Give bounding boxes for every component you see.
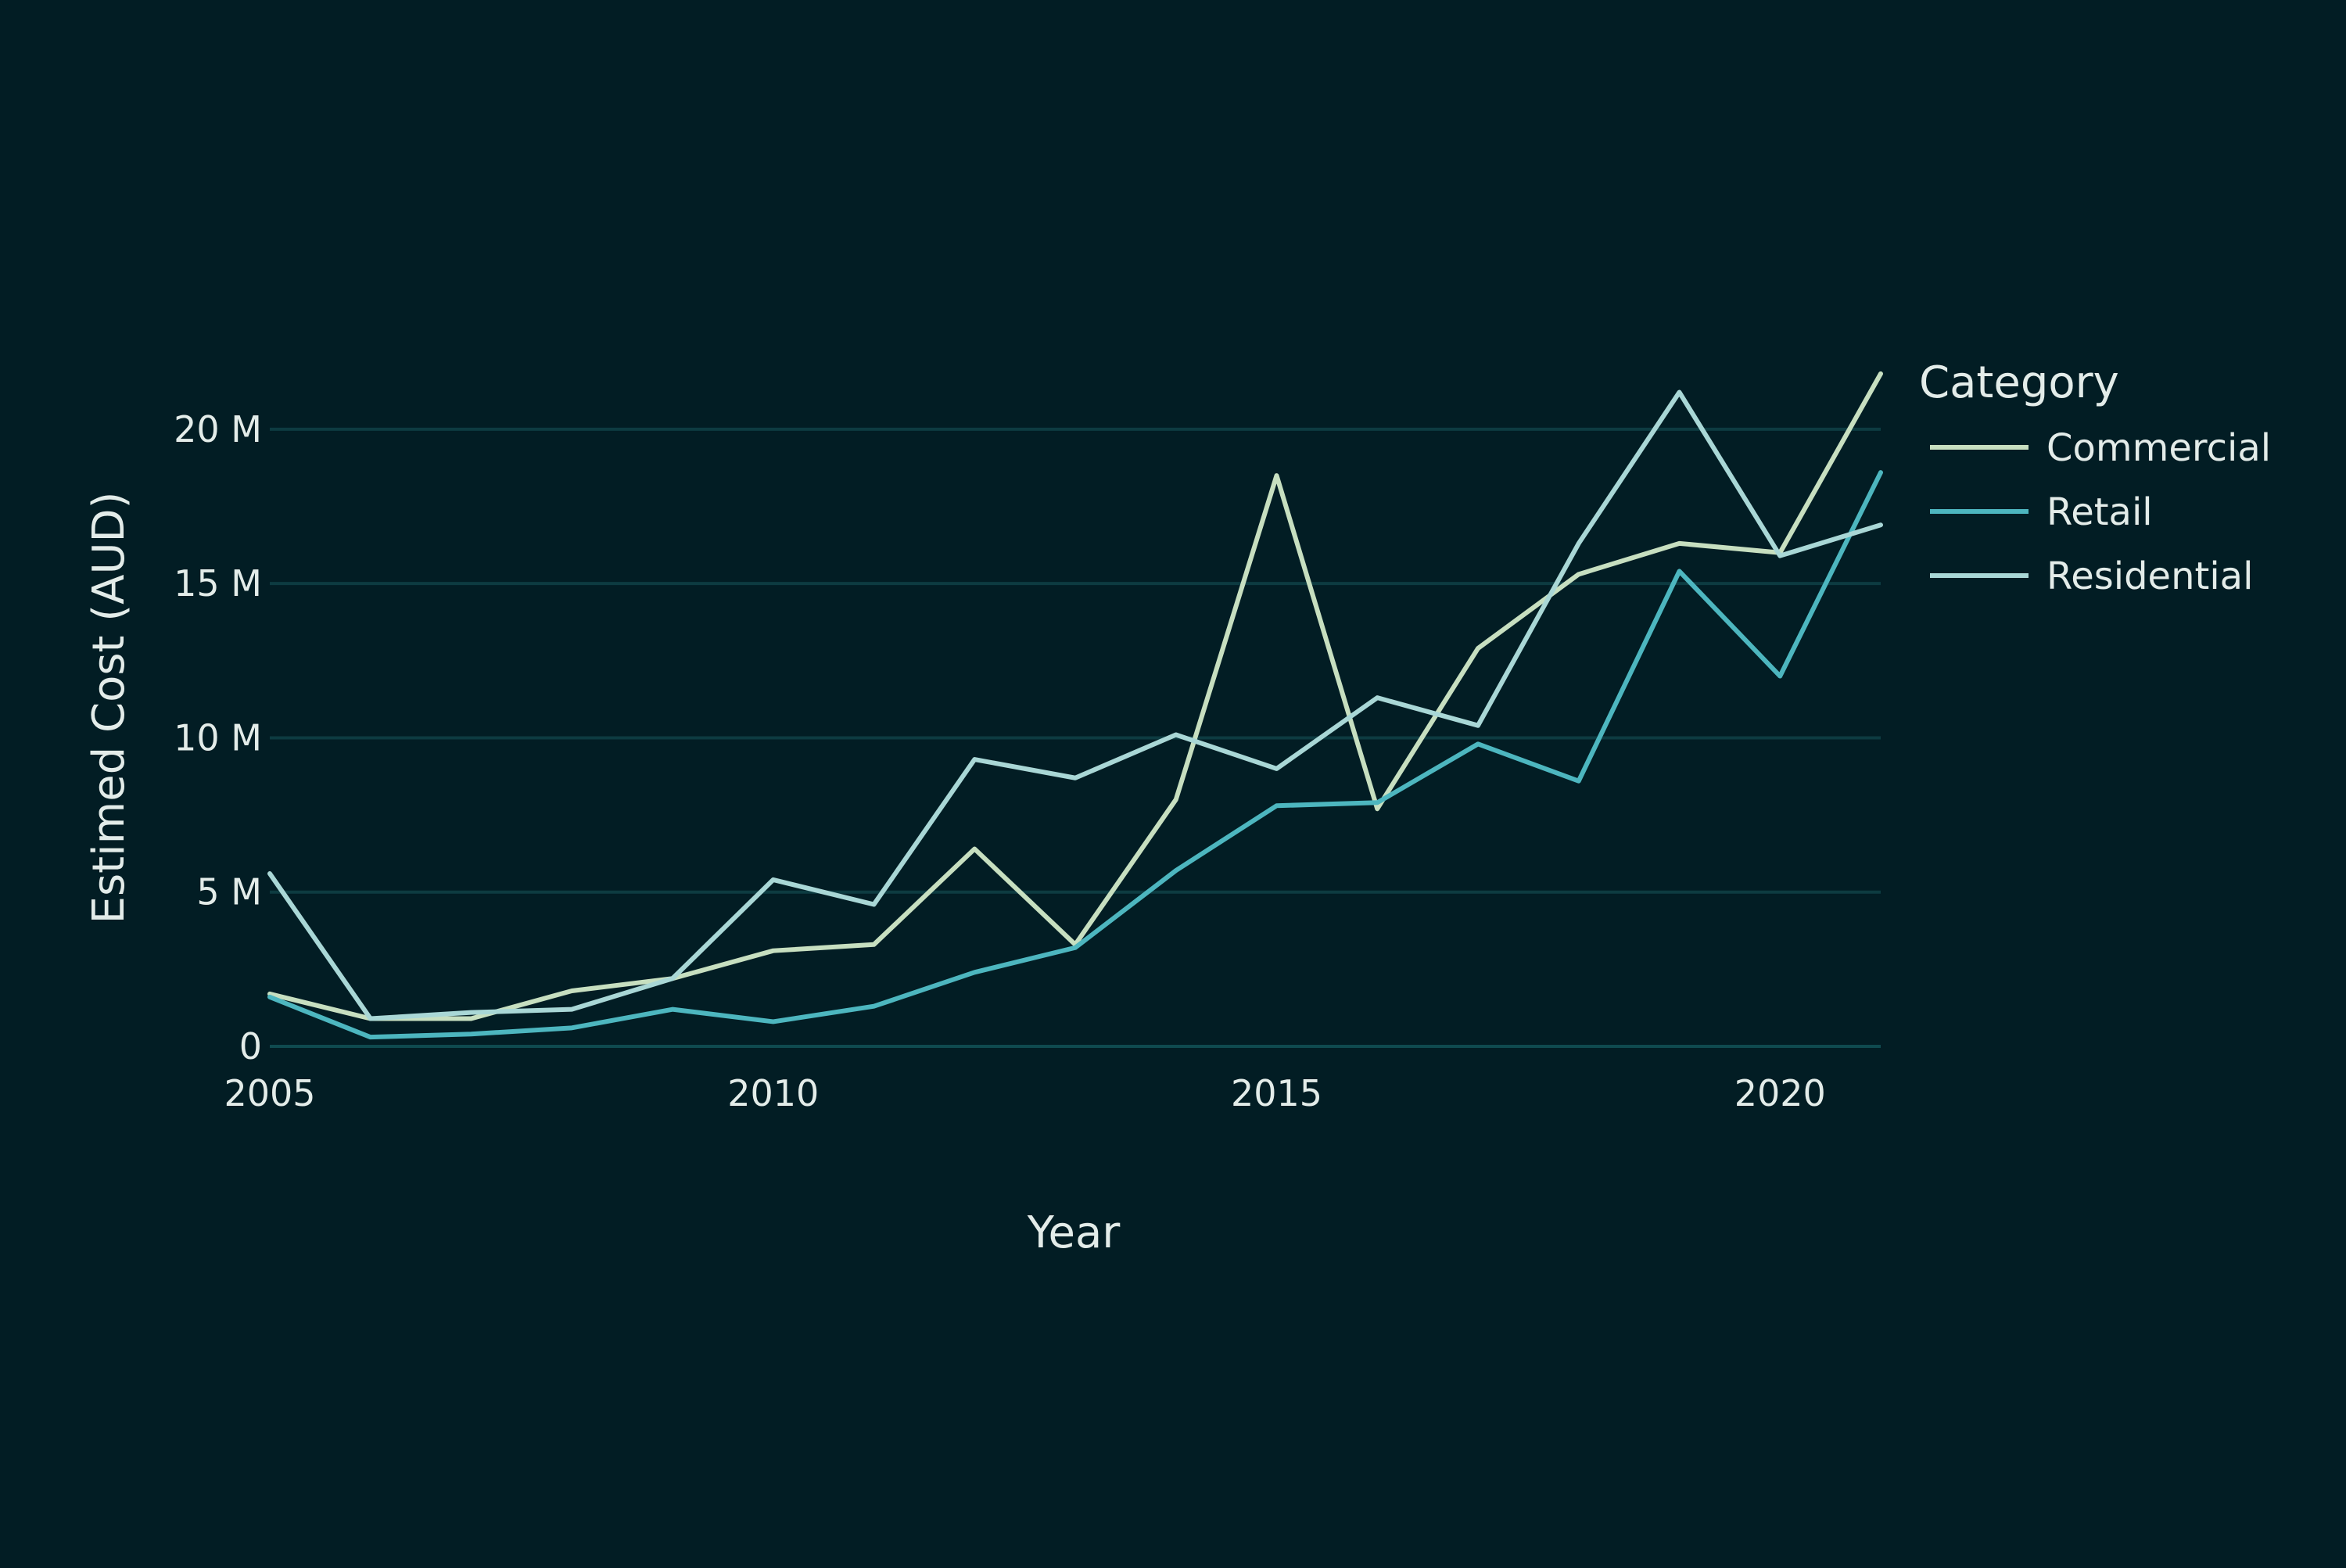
x-tick-label: 2005 xyxy=(224,1072,315,1114)
series-line-retail[interactable] xyxy=(267,470,1883,1040)
series-line-residential[interactable] xyxy=(267,389,1883,1021)
x-tick-label: 2010 xyxy=(727,1072,819,1114)
legend[interactable]: Category Commercial Retail Residential xyxy=(1919,357,2271,598)
gridlines xyxy=(270,427,1881,1048)
x-axis-ticks: 2005 2010 2015 2020 xyxy=(224,1072,1825,1114)
legend-label: Commercial xyxy=(2046,426,2271,470)
y-tick-label: 10 M xyxy=(174,716,262,759)
series-line-commercial[interactable] xyxy=(267,371,1883,1021)
y-tick-label: 0 xyxy=(239,1025,262,1067)
x-axis-title: Year xyxy=(1027,1207,1121,1258)
legend-title: Category xyxy=(1919,357,2119,408)
y-tick-label: 20 M xyxy=(174,408,262,450)
legend-item-retail[interactable]: Retail xyxy=(1930,490,2153,534)
legend-items[interactable]: Commercial Retail Residential xyxy=(1930,426,2271,598)
y-axis-title: Estimed Cost (AUD) xyxy=(84,492,135,924)
y-tick-label: 5 M xyxy=(196,871,262,913)
x-tick-label: 2020 xyxy=(1734,1072,1826,1114)
legend-label: Retail xyxy=(2046,490,2153,534)
legend-label: Residential xyxy=(2046,554,2253,598)
y-axis-ticks: 0 5 M 10 M 15 M 20 M xyxy=(174,408,262,1067)
legend-item-residential[interactable]: Residential xyxy=(1930,554,2253,598)
x-tick-label: 2015 xyxy=(1231,1072,1322,1114)
series-lines xyxy=(267,371,1883,1040)
legend-item-commercial[interactable]: Commercial xyxy=(1930,426,2271,470)
y-tick-label: 15 M xyxy=(174,562,262,605)
